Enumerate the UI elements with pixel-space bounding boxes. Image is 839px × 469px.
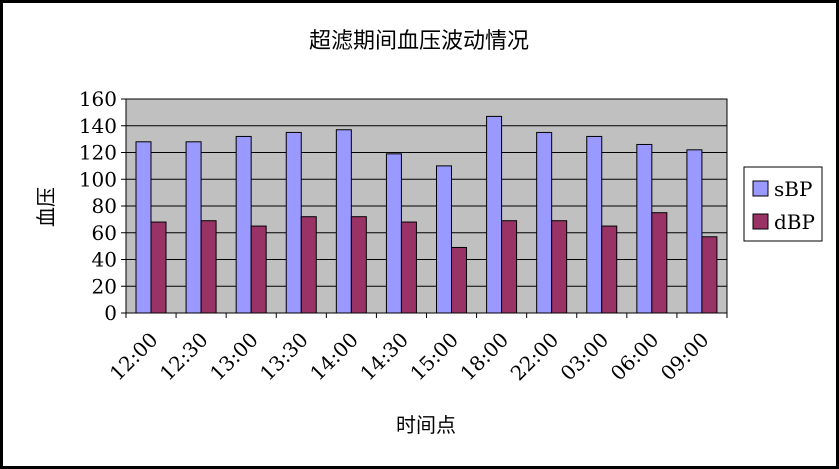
y-axis-title: 血压	[34, 187, 58, 227]
legend-label-dBP: dBP	[774, 210, 815, 234]
x-tick-label: 09:00	[656, 328, 714, 386]
y-tick-label: 60	[92, 221, 117, 245]
bar-dBP-7	[501, 220, 518, 314]
y-tick-label: 40	[92, 248, 117, 272]
bar-dBP-5	[400, 221, 417, 314]
y-tick-label: 80	[92, 194, 117, 218]
chart-title: 超滤期间血压波动情况	[309, 29, 529, 54]
bar-sBP-6	[436, 165, 452, 314]
bar-dBP-11	[701, 236, 718, 314]
x-tick-label: 14:30	[355, 328, 413, 386]
bar-dBP-1	[200, 220, 217, 314]
bar-dBP-0	[150, 221, 167, 314]
y-tick-label: 140	[79, 114, 117, 138]
bar-dBP-10	[651, 212, 668, 314]
bar-dBP-9	[601, 225, 618, 314]
bar-sBP-11	[686, 149, 703, 314]
y-tick-label: 160	[79, 87, 117, 111]
bar-sBP-0	[135, 141, 152, 314]
x-tick-label: 15:00	[405, 328, 463, 386]
bar-dBP-4	[350, 216, 367, 314]
x-tick-label: 06:00	[606, 328, 664, 386]
y-tick-label: 20	[92, 274, 117, 298]
x-tick-label: 03:00	[556, 328, 614, 386]
bar-sBP-8	[536, 131, 553, 314]
bar-dBP-3	[300, 216, 317, 314]
bar-sBP-7	[486, 115, 503, 314]
legend-label-sBP: sBP	[774, 177, 812, 201]
x-tick-label: 22:00	[506, 328, 564, 386]
bar-sBP-5	[385, 153, 402, 314]
bar-sBP-4	[335, 129, 352, 314]
legend-swatch-sBP	[752, 180, 769, 197]
x-tick-label: 18:00	[455, 328, 513, 386]
bar-dBP-2	[250, 225, 267, 314]
bar-dBP-6	[451, 246, 467, 314]
x-axis-title: 时间点	[396, 413, 456, 437]
bar-sBP-1	[185, 141, 202, 314]
y-tick-label: 0	[104, 301, 117, 325]
legend: sBP dBP	[743, 166, 823, 242]
x-tick-label: 13:30	[255, 328, 313, 386]
bar-sBP-2	[235, 135, 252, 314]
x-tick-label: 12:30	[155, 328, 213, 386]
y-tick-label: 120	[79, 141, 117, 165]
bar-sBP-10	[636, 143, 653, 314]
x-tick-label: 14:00	[305, 328, 363, 386]
y-tick-label: 100	[79, 167, 117, 191]
legend-swatch-dBP	[752, 213, 769, 230]
bar-sBP-9	[586, 135, 603, 314]
x-tick-label: 13:00	[205, 328, 263, 386]
bar-sBP-3	[285, 131, 302, 314]
bar-dBP-8	[551, 220, 568, 314]
x-tick-label: 12:00	[105, 328, 163, 386]
